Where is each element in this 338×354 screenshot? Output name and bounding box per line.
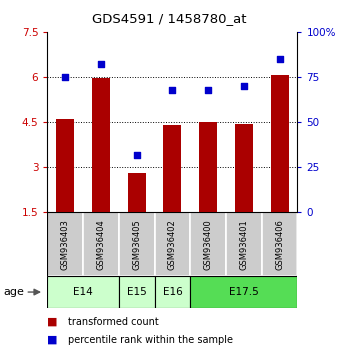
Bar [226,212,262,276]
Text: GSM936402: GSM936402 [168,219,177,270]
Bar [154,276,190,308]
Point [206,87,211,92]
Text: ■: ■ [47,317,58,327]
Point [170,87,175,92]
Text: GSM936406: GSM936406 [275,219,284,270]
Point [277,56,282,62]
Text: percentile rank within the sample: percentile rank within the sample [68,335,233,345]
Bar [154,212,190,276]
Bar [128,173,146,212]
Text: GSM936405: GSM936405 [132,219,141,270]
Bar [262,212,297,276]
Bar [47,212,83,276]
Text: E16: E16 [163,287,182,297]
Text: transformed count: transformed count [68,317,158,327]
Bar [164,125,181,212]
Text: age: age [3,287,24,297]
Text: GDS4591 / 1458780_at: GDS4591 / 1458780_at [92,12,246,25]
Bar [92,79,110,212]
Text: GSM936401: GSM936401 [239,219,248,270]
Bar [271,75,289,212]
Bar [119,276,154,308]
Text: GSM936404: GSM936404 [96,219,105,270]
Bar [235,124,253,212]
Text: E14: E14 [73,287,93,297]
Text: ■: ■ [47,335,58,345]
Bar [47,276,119,308]
Bar [83,212,119,276]
Text: GSM936400: GSM936400 [203,219,213,270]
Text: GSM936403: GSM936403 [61,219,70,270]
Point [63,74,68,80]
Point [134,152,139,158]
Bar [199,122,217,212]
Bar [190,276,297,308]
Text: E15: E15 [127,287,147,297]
Bar [190,212,226,276]
Bar [119,212,154,276]
Text: E17.5: E17.5 [229,287,259,297]
Point [98,62,104,67]
Point [241,83,246,89]
Bar [56,119,74,212]
